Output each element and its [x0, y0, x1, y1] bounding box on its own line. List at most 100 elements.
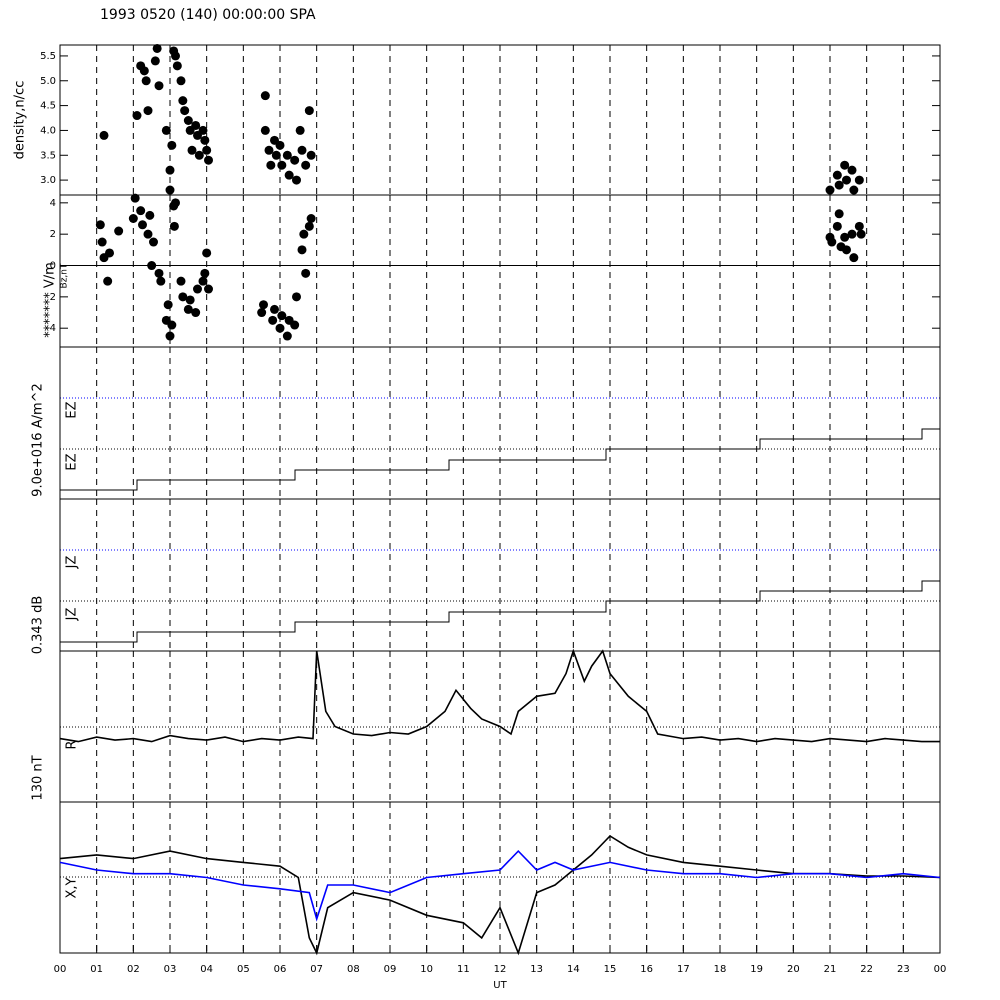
data-point: [849, 253, 859, 263]
data-point: [176, 76, 186, 86]
x-tick-label: 22: [860, 964, 873, 975]
axis-label: JZ: [65, 556, 80, 570]
x-tick-label: 00: [54, 964, 67, 975]
x-tick-label: 19: [750, 964, 763, 975]
y-tick-label: 5.0: [40, 76, 56, 87]
data-point: [270, 304, 279, 314]
data-point: [299, 229, 309, 239]
axis-label: 130 nT: [31, 755, 46, 800]
data-point: [306, 150, 316, 160]
data-point: [260, 91, 270, 101]
data-point: [856, 229, 866, 239]
data-point: [306, 214, 316, 224]
data-point: [292, 175, 301, 185]
data-point: [156, 276, 166, 286]
x-tick-label: 11: [457, 964, 470, 975]
data-point: [165, 165, 175, 175]
x-tick-label: 21: [824, 964, 837, 975]
data-point: [171, 198, 180, 208]
x-tick-label: 02: [127, 964, 140, 975]
data-line: [59, 849, 941, 922]
data-point: [204, 155, 213, 165]
data-point: [297, 245, 307, 255]
data-point: [143, 229, 153, 239]
data-point: [257, 308, 267, 318]
data-point: [194, 150, 204, 160]
data-point: [198, 125, 208, 135]
data-line: [59, 648, 940, 743]
data-point: [842, 245, 851, 255]
data-point: [301, 160, 311, 170]
step-line: [60, 580, 940, 643]
data-point: [114, 226, 124, 236]
data-point: [165, 331, 175, 341]
data-point: [167, 320, 177, 330]
data-point: [198, 276, 208, 286]
data-point: [854, 175, 864, 185]
data-point: [152, 43, 162, 53]
data-point: [277, 160, 287, 170]
data-point: [275, 140, 285, 150]
data-point: [301, 268, 311, 278]
y-tick-label: 2: [50, 292, 56, 303]
x-tick-label: 01: [90, 964, 103, 975]
x-tick-label: 14: [567, 964, 580, 975]
data-point: [204, 284, 213, 294]
data-point: [136, 206, 146, 216]
axis-label: 0.343 dB: [31, 596, 46, 655]
data-point: [284, 170, 294, 180]
data-point: [191, 120, 201, 130]
x-tick-label: 17: [677, 964, 690, 975]
x-tick-label: 20: [787, 964, 800, 975]
data-point: [202, 145, 212, 155]
data-point: [178, 292, 188, 302]
data-point: [172, 61, 182, 71]
chart-title: 1993 0520 (140) 00:00:00 SPA: [100, 7, 316, 23]
x-tick-label: 10: [420, 964, 433, 975]
data-point: [282, 150, 292, 160]
data-point: [149, 237, 158, 247]
data-point: [171, 51, 180, 61]
data-point: [854, 221, 864, 231]
x-tick-label: 15: [604, 964, 617, 975]
data-point: [202, 248, 212, 258]
data-line: [59, 834, 941, 956]
data-point: [132, 111, 142, 121]
data-point: [304, 221, 314, 231]
axis-label: ******* V/m: [43, 262, 58, 338]
data-point: [145, 210, 155, 220]
data-point: [264, 145, 274, 155]
data-point: [200, 268, 210, 278]
data-point: [169, 221, 179, 231]
data-point: [834, 180, 844, 190]
x-tick-label: 06: [274, 964, 287, 975]
data-point: [154, 268, 164, 278]
data-point: [141, 76, 151, 86]
x-tick-label: 07: [310, 964, 323, 975]
data-point: [840, 160, 850, 170]
axis-label: 9.0e+016 A/m^2: [31, 383, 46, 497]
y-tick-label: 4.0: [40, 125, 56, 136]
data-point: [187, 145, 197, 155]
y-tick-label: 0: [50, 261, 56, 272]
data-point: [268, 315, 278, 325]
step-traces: [60, 397, 940, 878]
data-point: [154, 81, 164, 91]
data-point: [282, 331, 292, 341]
data-point: [275, 323, 285, 333]
x-tick-label: 18: [714, 964, 727, 975]
data-point: [178, 96, 188, 106]
x-tick-label: 23: [897, 964, 910, 975]
x-tick-label: 08: [347, 964, 360, 975]
data-point: [297, 145, 307, 155]
y-tick-label: 4.5: [40, 101, 56, 112]
data-point: [150, 56, 160, 66]
axis-label: R: [65, 740, 80, 749]
data-point: [97, 237, 107, 247]
data-point: [304, 106, 314, 116]
data-point: [167, 140, 177, 150]
data-point: [290, 320, 300, 330]
data-point: [834, 209, 844, 219]
data-point: [147, 261, 157, 271]
